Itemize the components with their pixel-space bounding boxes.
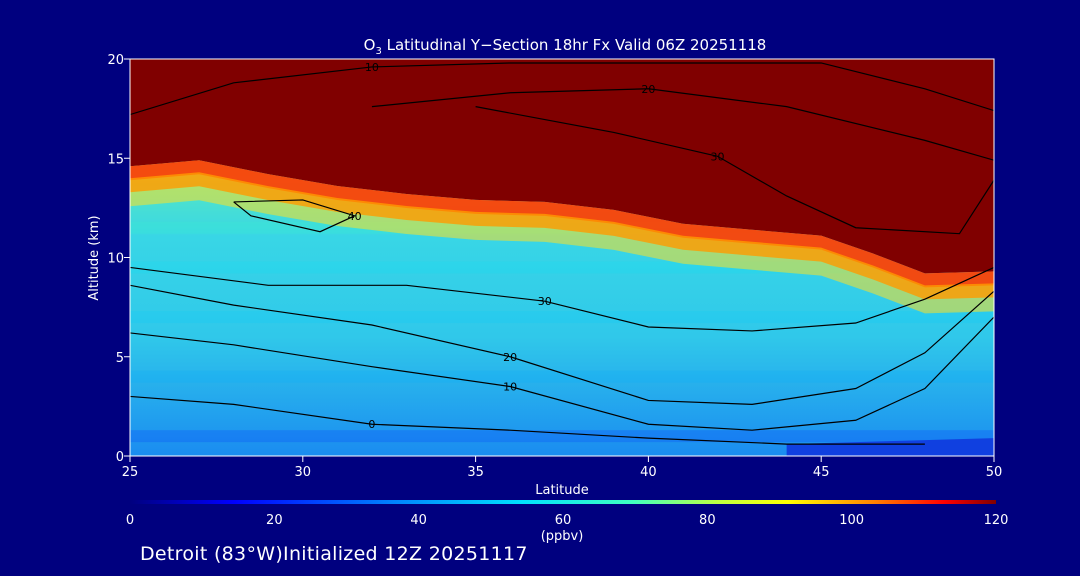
- contour-label-2: 20: [503, 351, 517, 364]
- x-tick-label-25: 25: [122, 465, 139, 480]
- title-subscript: 3: [375, 46, 381, 57]
- contour-label-4: 40: [348, 210, 362, 223]
- contour-20-2: [130, 284, 994, 405]
- contour-10-7: [130, 62, 994, 116]
- contour-label-0: 0: [368, 418, 375, 431]
- colorbar-unit-label: (ppbv): [541, 529, 584, 544]
- tropopause-red-band: [130, 160, 994, 288]
- chart-title: O3 Latitudinal Y−Section 18hr Fx Valid 0…: [364, 36, 767, 57]
- heatmap-fill: [130, 59, 994, 456]
- x-tick-label-50: 50: [986, 465, 1003, 480]
- colorbar-ticks: 0 20 40 60 80 100 120: [126, 513, 1009, 528]
- surface-low-region: [786, 438, 994, 456]
- colorbar-tick-label-40: 40: [410, 513, 427, 528]
- stratosphere-region: [130, 59, 994, 274]
- title-rest: Latitudinal Y−Section 18hr Fx Valid 06Z …: [382, 36, 767, 54]
- fill-level-2: [130, 311, 994, 324]
- contour-label-1: 10: [503, 381, 517, 394]
- colorbar-tick-label-100: 100: [839, 513, 864, 528]
- fill-level-1: [130, 370, 994, 383]
- y-tick-label-15: 15: [107, 152, 124, 167]
- x-axis-label: Latitude: [535, 483, 589, 498]
- contour-lines: 0 10 20 30 40 30 20 10: [130, 61, 994, 445]
- contour-label-6: 20: [641, 83, 655, 96]
- footer-initialization-text: Detroit (83°W)Initialized 12Z 20251117: [140, 543, 528, 565]
- colorbar: [130, 500, 996, 504]
- x-tick-label-40: 40: [640, 465, 657, 480]
- contour-30-3: [130, 266, 994, 332]
- contour-label-3: 30: [538, 295, 552, 308]
- contour-label-7: 10: [365, 61, 379, 74]
- colorbar-tick-label-60: 60: [555, 513, 572, 528]
- colorbar-tick-label-120: 120: [984, 513, 1009, 528]
- colorbar-tick-label-80: 80: [699, 513, 716, 528]
- contour-10-1: [130, 316, 994, 431]
- y-tick-label-5: 5: [116, 351, 124, 366]
- contour-label-5: 30: [711, 150, 725, 163]
- x-tick-label-30: 30: [295, 465, 312, 480]
- y-tick-label-20: 20: [107, 53, 124, 68]
- contour-0-0: [130, 395, 925, 445]
- contour-30-5: [475, 106, 994, 235]
- y-axis-label: Altitude (km): [87, 215, 102, 300]
- colorbar-tick-label-0: 0: [126, 513, 134, 528]
- tropopause-orange-band: [130, 172, 994, 300]
- contour-20-6: [371, 88, 994, 161]
- contour-40-4: [233, 199, 357, 233]
- title-prefix: O: [364, 36, 376, 54]
- colorbar-tick-label-20: 20: [266, 513, 283, 528]
- x-tick-label-45: 45: [813, 465, 830, 480]
- x-tick-label-35: 35: [467, 465, 484, 480]
- axis-ticks: 25 30 35 40 45 50 0 5 10 15 20: [107, 53, 1002, 480]
- y-tick-label-0: 0: [116, 450, 124, 465]
- fill-level-0: [130, 430, 994, 443]
- y-tick-label-10: 10: [107, 252, 124, 267]
